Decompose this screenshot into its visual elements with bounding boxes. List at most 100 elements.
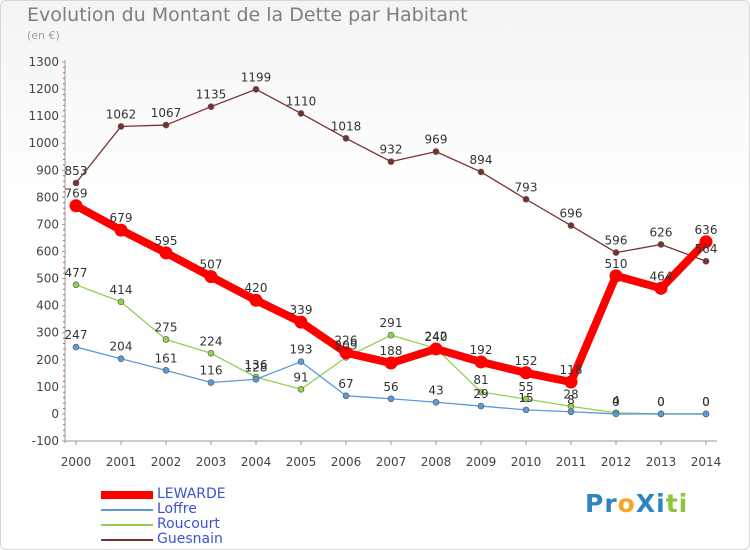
data-label-loffre: 204: [110, 340, 133, 354]
logo-letter: P: [585, 489, 605, 518]
data-label-loffre: 161: [155, 351, 178, 365]
x-tick-label: 2009: [466, 455, 497, 469]
x-tick-label: 2004: [241, 455, 272, 469]
data-point-lewarde: [699, 235, 713, 249]
data-label-roucourt: 0: [657, 395, 665, 409]
data-point-loffre: [522, 406, 530, 414]
x-tick-label: 2003: [196, 455, 227, 469]
data-point-loffre: [162, 367, 170, 374]
data-label-lewarde: 118: [560, 363, 583, 377]
data-point-guesnain: [477, 168, 485, 176]
data-label-lewarde: 595: [155, 234, 178, 248]
data-point-roucourt: [522, 395, 530, 403]
y-tick-label: 1300: [28, 55, 59, 69]
data-point-lewarde: [69, 199, 83, 213]
legend-label: LEWARDE: [157, 486, 226, 502]
data-label-guesnain: 564: [695, 242, 718, 256]
data-label-loffre: 128: [245, 360, 268, 374]
data-label-roucourt: 4: [612, 394, 620, 408]
data-label-guesnain: 1135: [196, 88, 227, 102]
data-point-loffre: [117, 355, 125, 363]
data-label-guesnain: 696: [560, 207, 583, 221]
data-label-lewarde: 240: [425, 330, 448, 344]
data-label-guesnain: 596: [605, 234, 628, 248]
data-point-loffre: [477, 402, 485, 410]
data-point-lewarde: [294, 315, 308, 329]
data-point-lewarde: [159, 246, 173, 260]
data-point-guesnain: [387, 158, 395, 165]
data-label-loffre: 8: [567, 393, 575, 407]
data-label-roucourt: 81: [473, 373, 488, 387]
x-tick-label: 2000: [61, 455, 92, 469]
data-label-guesnain: 1062: [106, 107, 137, 121]
data-point-guesnain: [252, 86, 260, 93]
data-label-lewarde: 226: [335, 334, 358, 348]
x-tick-label: 2007: [376, 455, 407, 469]
data-label-lewarde: 339: [290, 303, 313, 317]
data-point-loffre: [387, 395, 395, 403]
data-point-guesnain: [702, 257, 710, 265]
y-tick-label: -100: [32, 434, 59, 448]
data-point-guesnain: [162, 121, 170, 129]
logo-letter: o: [617, 489, 636, 518]
data-point-lewarde: [474, 355, 488, 369]
y-tick-label: 600: [36, 245, 59, 259]
y-tick-label: 500: [36, 272, 59, 286]
y-tick-label: 1200: [28, 82, 59, 96]
data-point-lewarde: [609, 269, 623, 283]
data-label-lewarde: 510: [605, 257, 628, 271]
data-label-guesnain: 626: [650, 225, 673, 239]
data-label-lewarde: 769: [65, 187, 88, 201]
data-label-roucourt: 55: [518, 380, 533, 394]
proxiti-logo: ProXiti: [585, 489, 688, 518]
data-label-loffre: 0: [702, 395, 710, 409]
y-tick-label: 0: [51, 407, 59, 421]
data-label-loffre: 0: [612, 395, 620, 409]
data-label-roucourt: 477: [65, 266, 88, 280]
data-label-lewarde: 636: [695, 223, 718, 237]
data-label-roucourt: 91: [293, 370, 308, 384]
data-label-loffre: 247: [65, 328, 88, 342]
legend-label: Loffre: [157, 501, 197, 517]
data-point-lewarde: [204, 270, 218, 284]
data-point-loffre: [432, 398, 440, 406]
data-point-guesnain: [72, 179, 80, 187]
data-point-guesnain: [657, 241, 665, 248]
data-label-loffre: 29: [473, 387, 488, 401]
data-label-lewarde: 679: [110, 211, 133, 225]
data-label-lewarde: 507: [200, 258, 223, 272]
chart-title: Evolution du Montant de la Dette par Hab…: [27, 4, 468, 26]
y-tick-label: 900: [36, 163, 59, 177]
data-point-roucourt: [162, 336, 170, 343]
data-point-lewarde: [114, 223, 128, 237]
data-point-guesnain: [207, 103, 215, 110]
x-tick-label: 2001: [106, 455, 137, 469]
data-point-lewarde: [654, 281, 668, 295]
data-point-loffre: [72, 343, 80, 351]
data-point-loffre: [567, 408, 575, 416]
x-tick-label: 2008: [421, 455, 452, 469]
chart-subtitle: (en €): [27, 29, 60, 42]
data-label-lewarde: 192: [470, 343, 493, 357]
data-point-roucourt: [72, 281, 80, 289]
data-point-loffre: [207, 379, 215, 386]
legend-swatch: [101, 539, 153, 541]
data-label-roucourt: 242: [425, 329, 448, 343]
data-label-roucourt: 209: [335, 338, 358, 352]
y-tick-label: 100: [36, 380, 59, 394]
data-point-guesnain: [522, 195, 530, 203]
data-point-lewarde: [384, 356, 398, 370]
x-tick-label: 2006: [331, 455, 362, 469]
y-tick-label: 200: [36, 353, 59, 367]
logo-letter: i: [678, 489, 689, 518]
x-tick-label: 2013: [646, 455, 677, 469]
y-tick-label: 800: [36, 190, 59, 204]
y-tick-label: 700: [36, 217, 59, 231]
x-tick-label: 2010: [511, 455, 542, 469]
legend-label: Roucourt: [157, 516, 220, 532]
data-label-guesnain: 793: [515, 180, 538, 194]
data-point-roucourt: [387, 331, 395, 339]
data-point-loffre: [702, 410, 710, 418]
data-point-guesnain: [567, 222, 575, 229]
